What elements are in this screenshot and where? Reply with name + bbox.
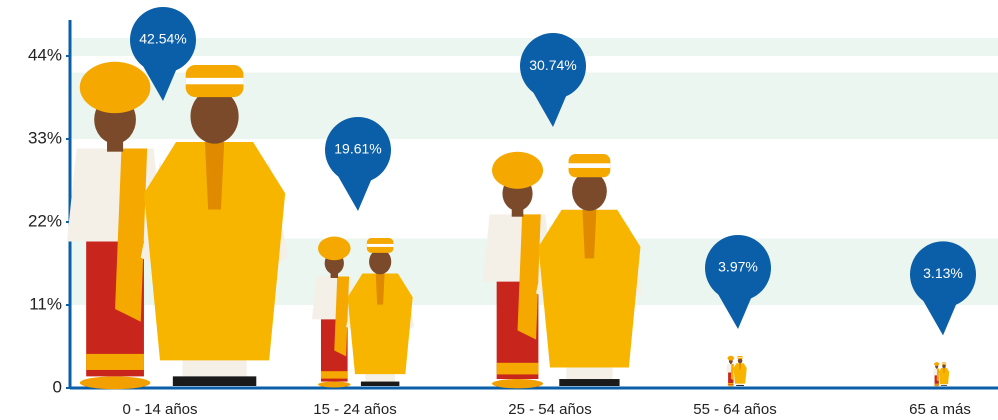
shoe bbox=[492, 379, 544, 389]
x-tick-label: 0 - 14 años bbox=[122, 401, 197, 418]
skirt-hem bbox=[496, 362, 539, 375]
skirt-hem bbox=[320, 371, 348, 379]
face bbox=[369, 249, 392, 275]
shoe bbox=[940, 385, 948, 386]
figures bbox=[482, 151, 643, 389]
bubble-shape bbox=[705, 235, 771, 302]
bubble-shape bbox=[338, 176, 372, 212]
man bbox=[938, 362, 950, 386]
hat-band bbox=[737, 357, 743, 358]
woman bbox=[726, 355, 736, 387]
face bbox=[942, 364, 946, 369]
neck bbox=[936, 367, 938, 369]
bubble-shape bbox=[130, 7, 196, 73]
woman bbox=[933, 362, 941, 387]
y-tick-label: 33% bbox=[28, 128, 62, 147]
bubble-label: 30.74% bbox=[529, 57, 576, 73]
sash bbox=[730, 363, 734, 381]
hat-band bbox=[185, 77, 244, 85]
bubble-shape bbox=[923, 300, 957, 336]
bubble: 3.97% bbox=[705, 235, 771, 330]
shoe bbox=[172, 376, 257, 386]
x-tick-label: 15 - 24 años bbox=[313, 401, 396, 418]
skirt-hem bbox=[86, 353, 144, 370]
shoe bbox=[934, 385, 940, 387]
headwrap bbox=[727, 355, 735, 361]
woman bbox=[312, 236, 357, 388]
robe bbox=[347, 273, 413, 375]
shoe bbox=[736, 385, 744, 386]
figures bbox=[726, 355, 747, 387]
pants bbox=[737, 383, 744, 386]
bubble-label: 19.61% bbox=[334, 141, 381, 157]
face bbox=[190, 89, 239, 144]
skirt bbox=[934, 374, 939, 386]
man bbox=[536, 154, 643, 386]
shoe bbox=[559, 379, 620, 386]
y-tick-label: 0 bbox=[53, 377, 62, 396]
skirt-hem bbox=[934, 383, 939, 385]
skirt bbox=[728, 371, 734, 386]
figures bbox=[312, 236, 415, 388]
robe-trim bbox=[582, 209, 597, 259]
x-tick-label: 25 - 54 años bbox=[508, 401, 591, 418]
x-tick-label: 55 - 64 años bbox=[693, 401, 776, 418]
headwrap bbox=[934, 362, 940, 366]
man bbox=[733, 356, 747, 386]
figures bbox=[66, 61, 289, 390]
skirt-hem bbox=[728, 383, 734, 385]
sash bbox=[936, 368, 940, 382]
woman bbox=[66, 61, 164, 390]
neck bbox=[511, 205, 524, 217]
pants bbox=[365, 371, 395, 384]
bubble-label: 3.13% bbox=[923, 265, 963, 281]
shoe bbox=[727, 385, 735, 387]
bubble-shape bbox=[143, 66, 177, 101]
bubble-shape bbox=[533, 92, 567, 128]
robe bbox=[733, 363, 747, 384]
man bbox=[346, 238, 415, 386]
robe-trim bbox=[375, 273, 385, 305]
bubble-label: 42.54% bbox=[139, 31, 186, 47]
sash bbox=[517, 214, 541, 340]
sash bbox=[334, 276, 350, 357]
sash bbox=[115, 148, 148, 322]
robe bbox=[938, 368, 950, 385]
headwrap bbox=[79, 61, 151, 114]
shoe bbox=[360, 381, 400, 386]
headwrap bbox=[492, 151, 544, 189]
robe-trim bbox=[204, 142, 225, 210]
bubble-label: 3.97% bbox=[718, 259, 758, 275]
bubble-shape bbox=[520, 33, 586, 100]
hat-band bbox=[568, 163, 611, 168]
pants bbox=[941, 383, 947, 386]
bubble-shape bbox=[910, 241, 976, 308]
bubble-shape bbox=[718, 294, 752, 330]
bubble: 42.54% bbox=[130, 7, 196, 101]
x-tick-label: 65 a más bbox=[909, 401, 971, 418]
figures bbox=[933, 362, 950, 387]
robe bbox=[143, 142, 286, 361]
shoe bbox=[318, 381, 351, 388]
robe bbox=[538, 209, 641, 368]
woman bbox=[482, 151, 553, 389]
bubble: 19.61% bbox=[325, 117, 391, 212]
neck bbox=[330, 270, 338, 278]
hat-band bbox=[366, 243, 394, 247]
man bbox=[140, 65, 289, 386]
headwrap bbox=[318, 236, 351, 261]
robe-trim bbox=[739, 363, 741, 370]
bubble-shape bbox=[325, 117, 391, 184]
bubble: 3.13% bbox=[910, 241, 976, 336]
face bbox=[737, 358, 743, 364]
y-tick-label: 44% bbox=[28, 45, 62, 64]
y-tick-label: 11% bbox=[29, 294, 62, 313]
robe-trim bbox=[943, 368, 945, 374]
face bbox=[572, 171, 607, 211]
shoe bbox=[79, 376, 151, 390]
bubble: 30.74% bbox=[520, 33, 586, 128]
y-tick-label: 22% bbox=[28, 211, 62, 230]
